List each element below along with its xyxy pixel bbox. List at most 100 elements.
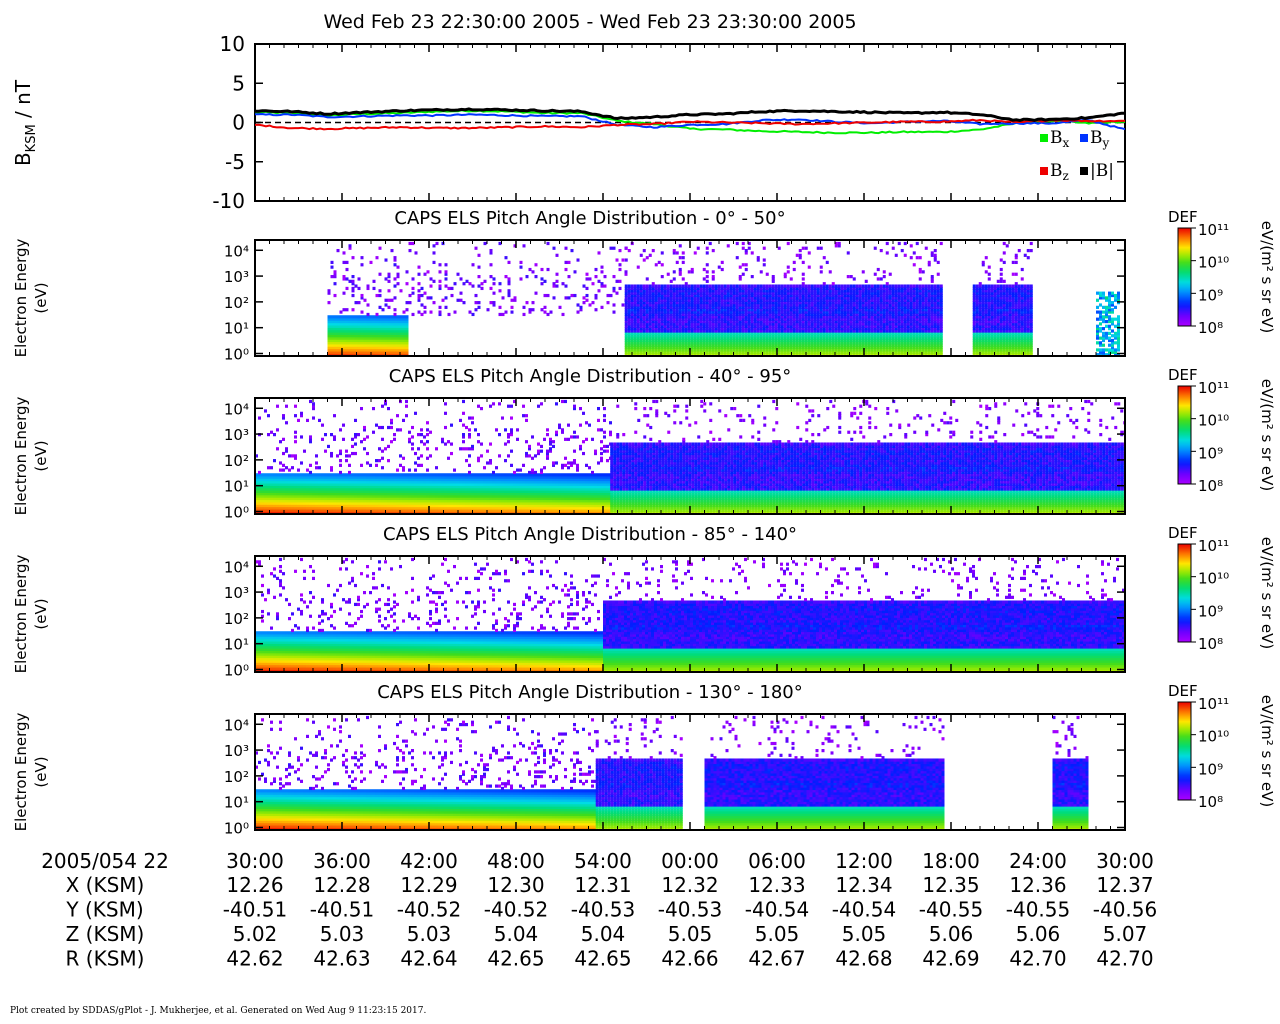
spectrogram-cell (564, 246, 568, 250)
spectrogram-cell (810, 291, 814, 295)
spectrogram-cell (801, 317, 805, 321)
spectrogram-cell (534, 263, 538, 267)
spectrogram-cell (978, 296, 982, 300)
spectrogram-cell (633, 348, 637, 352)
spectrogram-cell (708, 343, 712, 347)
spectrogram-cell (765, 315, 769, 319)
spectrogram-cell (705, 305, 709, 309)
spectrogram-cell (702, 343, 706, 347)
spectrogram-cell (696, 350, 700, 354)
spectrogram-cell (708, 291, 712, 295)
spectrogram-cell (771, 291, 775, 295)
spectrogram-cell (519, 277, 523, 281)
spectrogram-cell (720, 324, 724, 328)
spectrogram-cell (672, 345, 676, 350)
spectrogram-cell (492, 301, 496, 305)
spectrogram-cell (789, 286, 793, 291)
spectrogram-cell (663, 293, 667, 298)
spectrogram-cell (777, 286, 781, 291)
spectrogram-cell (855, 343, 859, 347)
spectrogram-cell (759, 341, 763, 345)
spectrogram-cell (990, 322, 994, 326)
spectrogram-cell (837, 353, 841, 356)
spectrogram-cell (357, 350, 361, 354)
spectrogram-cell (912, 322, 916, 326)
spectrogram-cell (762, 334, 766, 338)
spectrogram-cell (834, 348, 838, 352)
spectrogram-cell (897, 334, 901, 338)
spectrogram-cell (762, 338, 766, 343)
spectrogram-cell (465, 279, 469, 283)
spectrogram-cell (879, 296, 883, 300)
spectrogram-cell (882, 336, 886, 340)
spectrogram-cell (1014, 317, 1018, 321)
spectrogram-cell (1111, 334, 1114, 338)
spectrogram-cell (624, 322, 628, 326)
spectrogram-cell (399, 319, 403, 324)
spectrogram-cell (342, 322, 346, 326)
spectrogram-cell (855, 303, 859, 307)
spectrogram-cell (372, 341, 376, 345)
spectrogram-cell (693, 334, 697, 338)
spectrogram-cell (522, 312, 526, 317)
spectrogram-cell (402, 319, 406, 324)
spectrogram-cell (771, 315, 775, 319)
spectrogram-cell (705, 317, 709, 321)
spectrogram-cell (921, 334, 925, 338)
spectrogram-cell (627, 315, 631, 319)
spectrogram-cell (681, 334, 685, 338)
spectrogram-cell (708, 329, 712, 333)
spectrogram-cell (645, 293, 649, 298)
spectrogram-cell (675, 298, 679, 302)
spectrogram-cell (375, 350, 379, 354)
spectrogram-cell (339, 338, 343, 343)
spectrogram-cell (753, 334, 757, 338)
spectrogram-cell (405, 301, 409, 305)
spectrogram-cell (864, 291, 868, 295)
spectrogram-cell (738, 334, 742, 338)
spectrogram-cell (405, 324, 409, 328)
spectrogram-cell (993, 319, 997, 324)
spectrogram-cell (936, 301, 940, 305)
spectrogram-cell (1014, 322, 1018, 326)
spectrogram-cell (333, 272, 337, 276)
spectrogram-cell (666, 298, 670, 302)
spectrogram-cell (891, 291, 895, 295)
spectrogram-cell (900, 305, 904, 309)
spectrogram-cell (909, 284, 913, 288)
spectrogram-cell (717, 331, 721, 335)
spectrogram-cell (561, 282, 565, 286)
spectrogram-cell (723, 341, 727, 345)
spectrogram-cell (993, 322, 997, 326)
spectrogram-cell (648, 322, 652, 326)
spectrogram-cell (489, 248, 493, 253)
spectrogram-cell (915, 256, 919, 260)
spectrogram-cell (627, 317, 631, 321)
spectrogram-cell (888, 286, 892, 291)
spectrogram-cell (375, 324, 379, 328)
spectrogram-cell (381, 341, 385, 345)
spectrogram-cell (744, 312, 748, 317)
spectrogram-cell (1026, 336, 1030, 340)
spectrogram-cell (354, 319, 358, 324)
spectrogram-cell (810, 296, 814, 300)
spectrogram-cell (885, 282, 889, 286)
spectrogram-cell (1020, 312, 1024, 317)
spectrogram-cell (987, 327, 991, 331)
spectrogram-cell (852, 348, 856, 352)
spectrogram-cell (687, 341, 691, 345)
spectrogram-cell (369, 322, 373, 326)
spectrogram-cell (387, 343, 391, 347)
spectrogram-cell (936, 343, 940, 347)
spectrogram-cell (696, 289, 700, 293)
spectrogram-cell (870, 291, 874, 295)
spectrogram-cell (489, 251, 493, 255)
spectrogram-cell (888, 329, 892, 333)
spectrogram-cell (921, 331, 925, 335)
field-ylabel: BKSM / nT (11, 79, 39, 166)
spectrogram-cell (696, 286, 700, 291)
spectrogram-cell (681, 303, 685, 307)
spectrogram-cell (387, 338, 391, 343)
spectrogram-cell (780, 327, 784, 331)
spectrogram-cell (915, 312, 919, 317)
